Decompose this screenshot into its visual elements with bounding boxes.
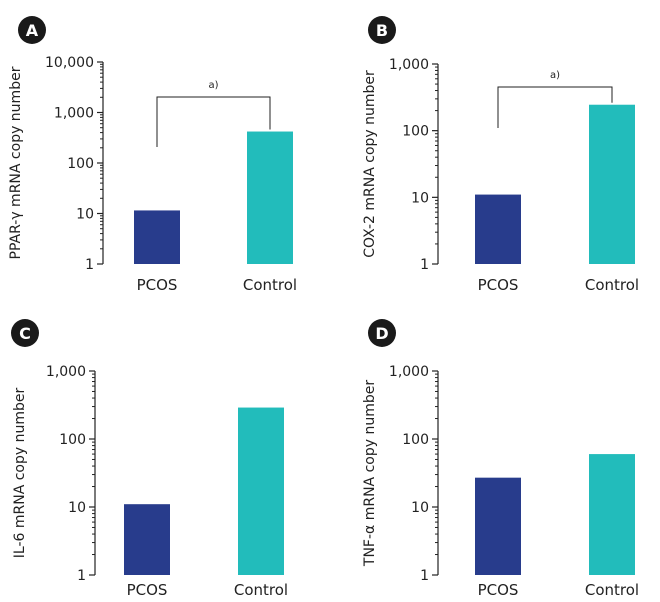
x-category-label: Control [585, 581, 639, 599]
bar-control [589, 454, 635, 575]
bar-pcos [475, 194, 521, 264]
significance-bracket [497, 86, 613, 128]
chart-panel-a: A 1 10 100 1,000 10,000 PCOS Control PPAR-γ mRNA… [8, 16, 297, 294]
bar-pcos [475, 477, 521, 575]
x-category-label: PCOS [478, 581, 519, 599]
y-tick-label: 10,000 [45, 55, 94, 71]
chart-panel-b: B 1 10 100 1,000 PCOS Control COX-2 mRNA copy n… [362, 16, 639, 294]
x-category-label: Control [243, 276, 297, 294]
bar-pcos [134, 210, 180, 264]
y-axis-title: IL-6 mRNA copy number [12, 388, 28, 559]
panel-badge-a: A [18, 16, 46, 44]
y-tick-label: 1,000 [54, 106, 94, 122]
y-tick-label: 10 [411, 190, 429, 206]
y-tick-label: 100 [59, 432, 86, 448]
y-axis-title: COX-2 mRNA copy number [362, 70, 378, 258]
y-tick-label: 100 [402, 432, 429, 448]
y-axis-title: TNF-α mRNA copy number [362, 380, 378, 567]
y-tick-label: 1,000 [389, 364, 429, 380]
x-category-label: PCOS [137, 276, 178, 294]
y-tick-label: 100 [402, 124, 429, 140]
panel-badge-d: D [368, 319, 396, 347]
panel-badge-circle [368, 16, 396, 44]
bar-control [247, 131, 293, 264]
panel-badge-circle [11, 319, 39, 347]
panel-badge-c: C [11, 319, 39, 347]
chart-panel-c: C 1 10 100 1,000 PCOS Control IL-6 mRNA copy nu… [11, 319, 288, 599]
bar-pcos [124, 504, 170, 575]
x-category-label: Control [585, 276, 639, 294]
panel-badge-circle [18, 16, 46, 44]
bar-control [238, 407, 284, 575]
y-tick-label: 1 [420, 257, 429, 273]
y-tick-label: 10 [411, 500, 429, 516]
panel-letter: C [19, 324, 31, 343]
y-tick-label: 100 [67, 156, 94, 172]
panel-badge-b: B [368, 16, 396, 44]
significance-label: a) [550, 70, 560, 81]
y-tick-label: 1 [77, 568, 86, 584]
y-tick-label: 10 [68, 500, 86, 516]
panel-letter: A [26, 21, 39, 40]
panel-letter: D [375, 324, 388, 343]
y-axis-title: PPAR-γ mRNA copy number [8, 66, 24, 259]
x-category-label: PCOS [127, 581, 168, 599]
significance-bracket [156, 96, 271, 147]
y-tick-label: 1 [85, 257, 94, 273]
y-tick-label: 1,000 [46, 364, 86, 380]
y-tick-label: 10 [76, 207, 94, 223]
significance-label: a) [208, 80, 218, 91]
panel-letter: B [376, 21, 388, 40]
bar-control [589, 104, 635, 264]
y-tick-label: 1 [420, 568, 429, 584]
x-category-label: Control [234, 581, 288, 599]
panel-badge-circle [368, 319, 396, 347]
chart-panel-d: D 1 10 100 1,000 PCOS Control TNF-α mRNA copy n… [362, 319, 639, 599]
y-tick-label: 1,000 [389, 57, 429, 73]
x-category-label: PCOS [478, 276, 519, 294]
